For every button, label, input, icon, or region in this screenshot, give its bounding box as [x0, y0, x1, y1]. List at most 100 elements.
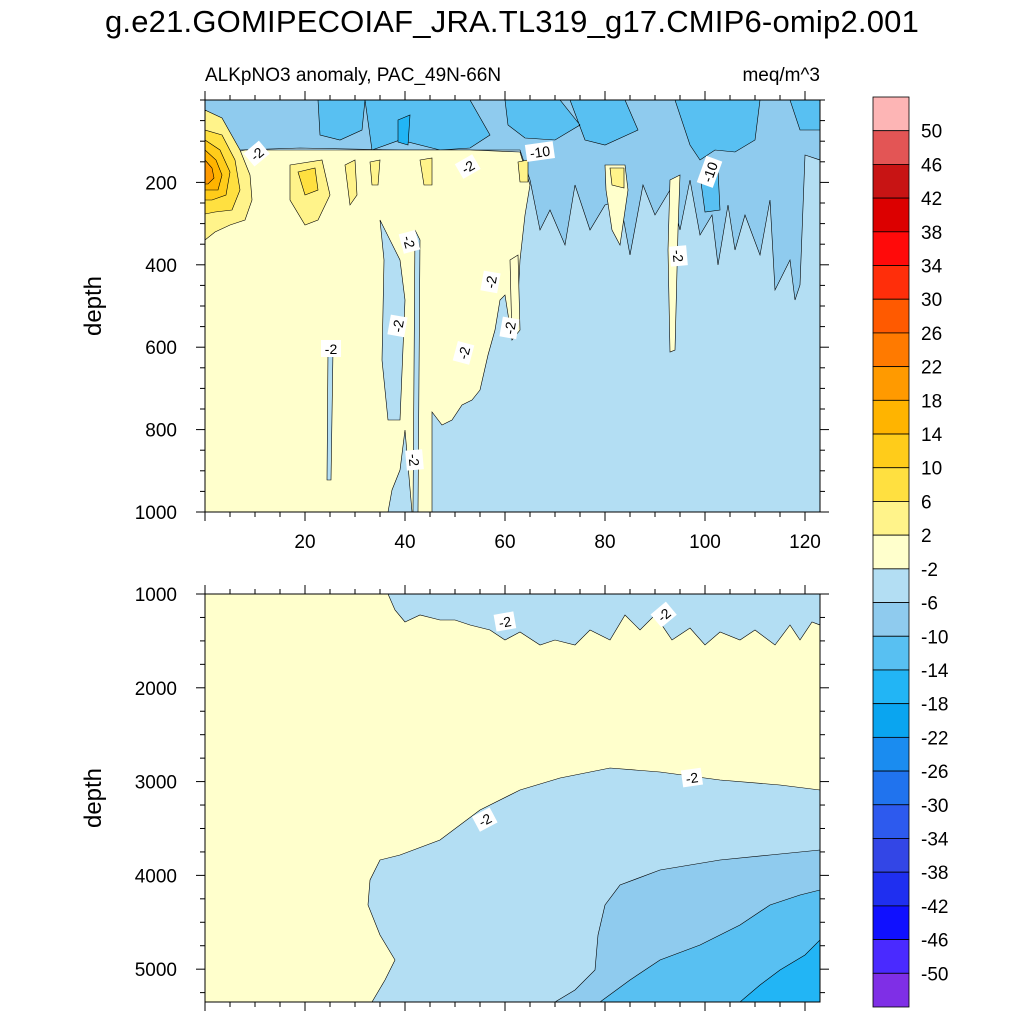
colorbar-label: 42: [921, 189, 942, 210]
fill-band-2-neg2: [205, 149, 531, 512]
fill-band-neg10-neg14: [317, 100, 820, 213]
x-tick-label: 40: [394, 532, 415, 553]
contour-label: -10: [696, 155, 723, 188]
colorbar-swatch: [872, 939, 910, 974]
contour-label: -2: [471, 807, 498, 832]
contour-label: -2: [669, 245, 688, 267]
colorbar-swatch: [872, 770, 910, 806]
colorbar-label: 50: [921, 122, 942, 143]
contour-label: -2: [454, 154, 481, 179]
fill-band-neg14-neg18: [397, 114, 411, 146]
colorbar-swatch: [872, 534, 910, 570]
colorbar-swatch: [872, 838, 910, 873]
colorbar-swatch: [872, 703, 910, 738]
colorbar-label: -30: [921, 796, 948, 817]
lower-y-axis-label: depth: [80, 768, 107, 828]
fill-band-10-6: [205, 129, 319, 215]
fill-band-neg14-neg18: [739, 939, 820, 1002]
colorbar-label: 22: [921, 358, 942, 379]
svg-text:-10: -10: [529, 143, 551, 162]
colorbar-swatch: [872, 602, 910, 637]
colorbar-label: 14: [921, 425, 943, 446]
svg-text:-2: -2: [400, 234, 419, 250]
y-tick-label: 1000: [135, 585, 177, 606]
colorbar-swatch: [872, 467, 910, 502]
x-tick-label: 20: [294, 532, 315, 553]
colorbar-swatch: [872, 804, 910, 839]
y-tick-label: 1000: [135, 503, 177, 524]
svg-text:-10: -10: [699, 160, 721, 185]
colorbar-label: -18: [921, 695, 948, 716]
colorbar-label: -46: [921, 931, 948, 952]
y-tick-label: 200: [145, 173, 177, 194]
panel-left-title: ALKpNO3 anomaly, PAC_49N-66N: [205, 65, 501, 86]
colorbar-swatch: [872, 871, 910, 907]
x-tick-label: 80: [594, 532, 615, 553]
colorbar-swatch: [872, 164, 910, 199]
contour-label: -2: [321, 340, 341, 357]
colorbar-swatch: [872, 433, 910, 469]
contour-label: -2: [398, 230, 421, 254]
colorbar-label: 10: [921, 459, 942, 480]
contour-label: -2: [680, 767, 704, 788]
colorbar-swatch: [872, 568, 910, 603]
contour-label: -2: [243, 140, 270, 167]
svg-text:-2: -2: [482, 274, 500, 289]
fill-band-2-neg2-fingers: [509, 164, 681, 353]
x-tick-label: 60: [494, 532, 515, 553]
upper-contour-labels: -2 -10 -2 -10 -2 -2: [243, 140, 723, 471]
x-tick-label: 100: [689, 532, 721, 553]
svg-text:-2: -2: [405, 453, 422, 467]
colorbar-label: -6: [921, 594, 938, 615]
y-tick-label: 400: [145, 256, 177, 277]
colorbar-label: -2: [921, 560, 938, 581]
colorbar-swatch: [872, 972, 910, 1008]
fill-band-neg10-neg14: [599, 889, 820, 1002]
colorbar-swatch: [872, 96, 910, 132]
colorbar-label: 38: [921, 223, 942, 244]
lower-contour-labels: -2 -2 -2 -2: [471, 601, 704, 832]
fill-band-neg2-neg6-top: [387, 594, 820, 646]
colorbar-swatch: [872, 366, 910, 401]
colorbar-label: -34: [921, 829, 949, 850]
lower-contour-field: [205, 594, 820, 1002]
colorbar-label: -14: [921, 661, 949, 682]
colorbar-swatch: [872, 130, 910, 165]
colorbar-label: -22: [921, 728, 948, 749]
y-tick-label: 5000: [135, 960, 177, 981]
x-tick-label: 120: [789, 532, 821, 553]
y-tick-label: 800: [145, 421, 177, 442]
contour-label: -2: [650, 601, 677, 628]
colorbar-swatch: [872, 736, 910, 772]
svg-text:-2: -2: [669, 249, 686, 263]
colorbar-label: -50: [921, 964, 948, 985]
contour-label: -2: [480, 270, 501, 294]
colorbar-label: -42: [921, 897, 948, 918]
fill-band-6-2: [205, 109, 625, 241]
colorbar-swatch: [872, 231, 910, 266]
svg-text:-2: -2: [501, 320, 519, 335]
upper-contour-field: [205, 100, 820, 512]
colorbar-label: 6: [921, 492, 932, 513]
colorbar-label: 30: [921, 290, 942, 311]
colorbar-swatch: [872, 265, 910, 300]
svg-text:-2: -2: [497, 613, 512, 631]
svg-text:-2: -2: [455, 345, 474, 361]
colorbar-label: 46: [921, 155, 942, 176]
y-tick-label: 4000: [135, 866, 177, 887]
colorbar-swatch: [872, 298, 910, 334]
lower-plot-frame: [204, 593, 821, 1003]
y-tick-label: 600: [145, 338, 177, 359]
svg-text:-2: -2: [389, 318, 407, 333]
svg-text:-2: -2: [685, 769, 700, 787]
contour-label: -2: [452, 341, 475, 365]
lower-axes: 1000 2000 3000 4000 5000: [135, 585, 829, 1011]
colorbar-swatch: [872, 332, 910, 368]
colorbar-label: 18: [921, 391, 942, 412]
contour-label: -2: [499, 316, 520, 340]
contour-label: -2: [405, 449, 424, 471]
figure-title: g.e21.GOMIPECOIAF_JRA.TL319_g17.CMIP6-om…: [104, 4, 920, 39]
y-tick-label: 3000: [135, 773, 177, 794]
colorbar-label: 2: [921, 526, 932, 547]
